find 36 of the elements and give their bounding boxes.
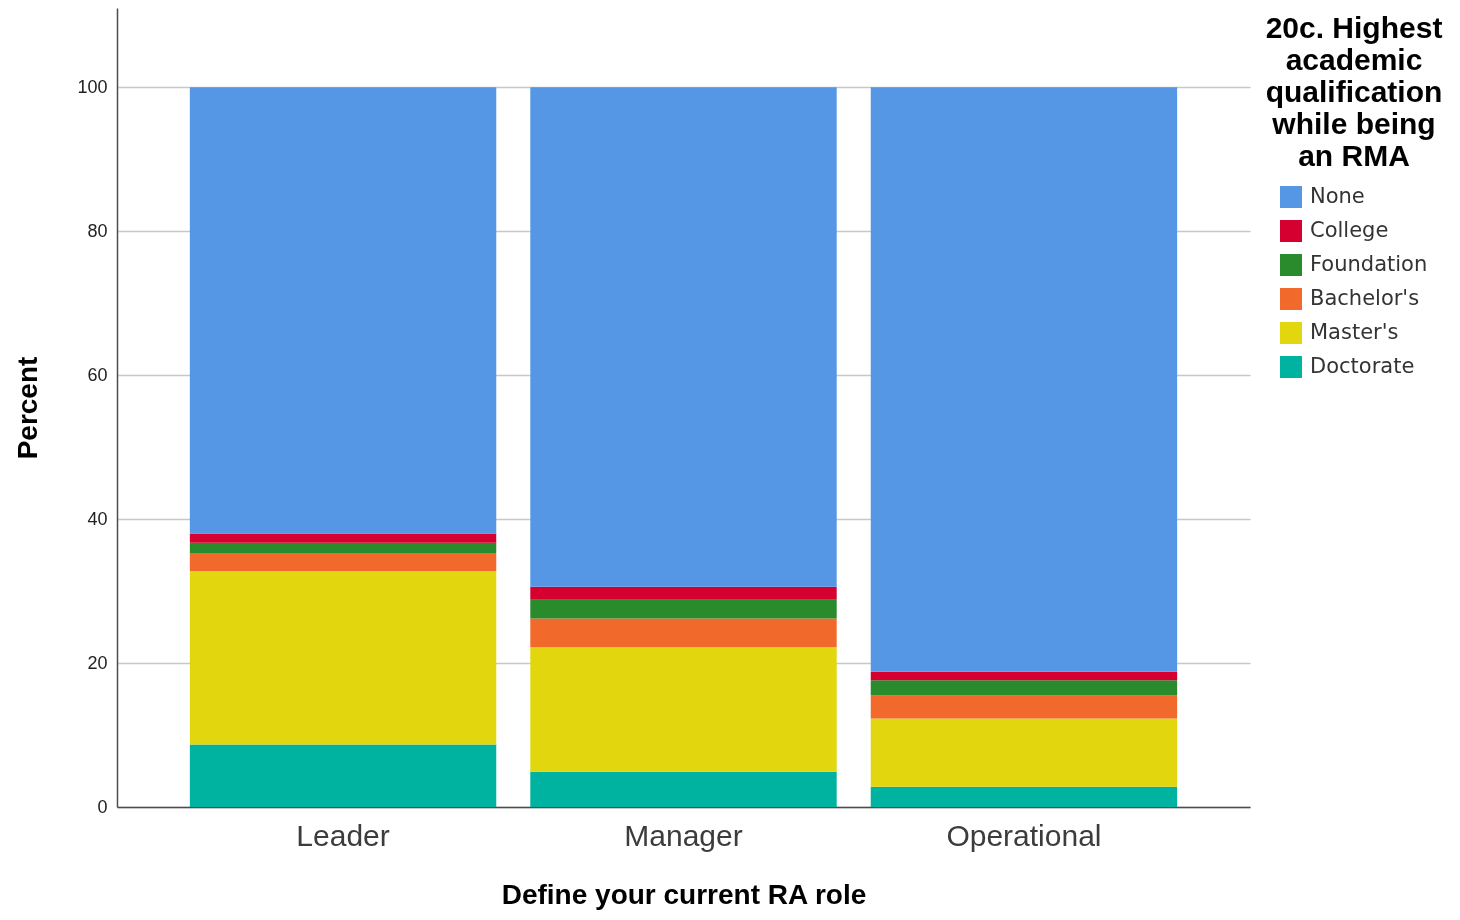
legend-label: College xyxy=(1310,218,1389,242)
bar xyxy=(870,87,1178,672)
x-tick-label: Leader xyxy=(296,818,390,852)
y-tick-label: 60 xyxy=(87,364,108,385)
legend-label: Master's xyxy=(1310,320,1399,344)
bar xyxy=(530,618,837,648)
legend-title: 20c. Highest academic qualification while being an RMA xyxy=(1265,11,1443,172)
bar xyxy=(189,87,497,534)
bar xyxy=(530,87,837,587)
y-tick-label: 40 xyxy=(87,508,108,529)
bar xyxy=(189,552,497,571)
bar xyxy=(189,744,497,807)
x-tick-label: Operational xyxy=(946,818,1102,852)
y-axis-title: Percent xyxy=(12,356,44,460)
bar xyxy=(189,533,497,543)
y-tick-label: 100 xyxy=(77,76,108,97)
y-tick-label: 20 xyxy=(87,652,108,673)
x-tick-label: Manager xyxy=(624,818,743,852)
bar xyxy=(530,599,837,619)
bar xyxy=(530,586,837,600)
bar xyxy=(870,671,1178,681)
legend-label: Bachelor's xyxy=(1310,286,1420,310)
y-tick-label: 0 xyxy=(97,796,108,817)
bar xyxy=(870,718,1178,787)
bar xyxy=(530,771,837,807)
bar xyxy=(870,695,1178,719)
y-tick-label: 80 xyxy=(87,220,108,241)
bar xyxy=(530,647,837,772)
bar xyxy=(870,786,1178,807)
bar xyxy=(189,542,497,553)
legend-label: Foundation xyxy=(1310,252,1428,276)
x-axis-title: Define your current RA role xyxy=(501,878,867,910)
legend-label: Doctorate xyxy=(1310,354,1415,378)
legend-label: None xyxy=(1310,184,1365,208)
bar xyxy=(189,570,497,745)
bar xyxy=(870,680,1178,696)
